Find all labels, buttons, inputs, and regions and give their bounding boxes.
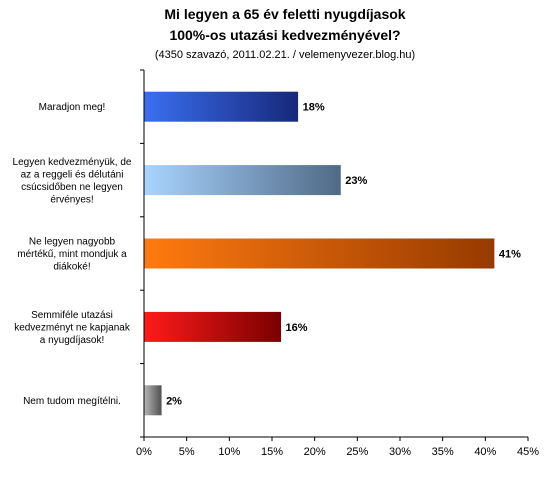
category-label: Nem tudom megítélni. — [23, 396, 121, 407]
chart-title-line-1: Mi legyen a 65 év feletti nyugdíjasok — [164, 6, 405, 22]
bar-value-label: 23% — [345, 175, 367, 187]
chart-subtitle: (4350 szavazó, 2011.02.21. / velemenyvez… — [155, 49, 415, 61]
category-label: Semmiféle utazási kedvezményt ne kapjanak… — [14, 310, 131, 346]
x-tick-label: 25% — [346, 446, 368, 458]
bar-value-label: 16% — [286, 322, 308, 334]
bar-value-label: 2% — [166, 395, 182, 407]
bar — [144, 238, 495, 269]
x-tick-label: 5% — [179, 446, 195, 458]
category-label: Legyen kedvezményük, de az a reggeli és d… — [13, 157, 132, 206]
x-tick-label: 30% — [389, 446, 411, 458]
bar — [144, 311, 282, 342]
x-tick-label: 35% — [432, 446, 454, 458]
bar — [144, 385, 162, 416]
bar-value-label: 18% — [303, 102, 325, 114]
x-tick-label: 15% — [261, 446, 283, 458]
x-tick-label: 20% — [304, 446, 326, 458]
category-label: Ne legyen nagyobb mértékű, mint mondjuk a… — [17, 237, 127, 273]
x-tick-label: 10% — [218, 446, 240, 458]
category-label: Maradjon meg! — [39, 102, 106, 113]
bar-value-label: 41% — [499, 249, 521, 261]
x-tick-label: 0% — [136, 446, 152, 458]
chart-title-line-2: 100%-os utazási kedvezményével? — [169, 27, 400, 43]
x-tick-label: 45% — [517, 446, 539, 458]
x-tick-label: 40% — [474, 446, 496, 458]
bar — [144, 165, 341, 196]
plot-area: 0% 5% 10% 15% 20% 25% 30% 35% 40% 45% 18% Maradjon … — [13, 69, 539, 458]
bar — [144, 91, 299, 122]
